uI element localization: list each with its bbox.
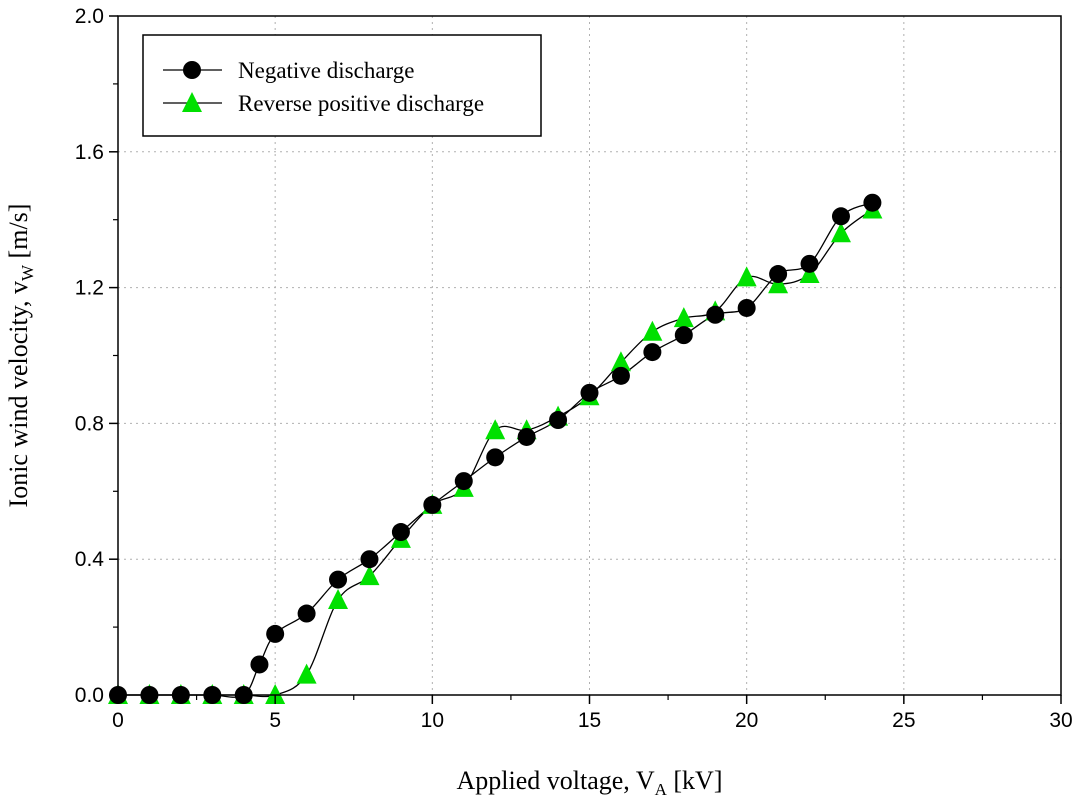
- legend-box: [142, 34, 542, 137]
- data-point-negative: [831, 207, 850, 226]
- y-axis-title-unit: [m/s]: [4, 204, 33, 265]
- data-point-negative: [674, 326, 693, 345]
- x-tick-label: 30: [1049, 709, 1072, 732]
- data-point-negative: [297, 604, 316, 623]
- legend-marker-negative: [183, 61, 201, 79]
- data-point-reverse: [642, 320, 663, 341]
- data-point-reverse: [265, 684, 286, 704]
- data-point-negative: [769, 265, 788, 284]
- data-point-negative: [486, 448, 505, 467]
- data-point-negative: [549, 411, 568, 430]
- y-tick-label: 1.2: [75, 277, 104, 300]
- y-axis-title-main: Ionic wind velocity, v: [4, 281, 33, 507]
- x-axis-title-subscript: A: [655, 780, 668, 799]
- data-point-negative: [391, 523, 410, 542]
- axis-ticks: 0 5 10 15 20 25 30 0.0 0.4 0.8 1.2 1.6 2.0: [75, 5, 1073, 732]
- data-point-reverse: [673, 307, 694, 328]
- x-tick-label: 25: [892, 709, 915, 732]
- y-tick-label: 0.8: [75, 412, 104, 435]
- data-point-reverse: [359, 565, 380, 586]
- x-tick-label: 10: [421, 709, 444, 732]
- data-point-negative: [580, 383, 599, 402]
- y-tick-label: 1.6: [75, 141, 104, 164]
- data-point-negative: [737, 298, 756, 317]
- data-point-negative: [800, 254, 819, 273]
- x-axis-title-unit: [kV]: [667, 766, 723, 795]
- x-tick-label: 0: [112, 709, 124, 732]
- x-tick-label: 15: [578, 709, 601, 732]
- data-point-negative: [706, 305, 725, 324]
- data-point-negative: [863, 193, 882, 212]
- data-point-reverse: [485, 419, 506, 440]
- data-point-negative: [643, 343, 662, 362]
- y-axis-title: Ionic wind velocity, vW [m/s]: [4, 204, 37, 508]
- data-point-negative: [329, 570, 348, 589]
- data-point-negative: [517, 427, 536, 446]
- data-point-reverse: [296, 663, 317, 684]
- data-point-reverse: [736, 266, 757, 287]
- data-point-reverse: [768, 273, 789, 294]
- data-point-negative: [423, 495, 442, 514]
- data-point-negative: [266, 624, 285, 643]
- data-point-reverse: [610, 351, 631, 372]
- legend-label-reverse: Reverse positive discharge: [238, 91, 484, 116]
- x-tick-label: 5: [269, 709, 281, 732]
- y-tick-label: 0.4: [75, 548, 105, 571]
- legend-label-negative: Negative discharge: [238, 58, 414, 83]
- data-point-negative: [454, 472, 473, 491]
- y-tick-label: 0.0: [75, 684, 104, 707]
- legend-marker-reverse: [182, 92, 202, 112]
- data-point-reverse: [830, 222, 851, 243]
- grid-lines: [118, 16, 1061, 695]
- data-point-negative: [250, 655, 269, 674]
- series-markers: [108, 193, 883, 704]
- y-tick-label: 2.0: [75, 5, 104, 28]
- x-tick-label: 20: [735, 709, 758, 732]
- data-point-reverse: [799, 263, 820, 284]
- data-point-negative: [611, 366, 630, 385]
- x-axis-title-main: Applied voltage, V: [457, 766, 655, 795]
- legend: Negative discharge Reverse positive disc…: [142, 34, 542, 137]
- data-point-reverse: [328, 588, 349, 609]
- y-axis-title-subscript: W: [18, 264, 37, 281]
- x-axis-title: Applied voltage, VA [kV]: [457, 766, 723, 799]
- data-point-negative: [360, 550, 379, 569]
